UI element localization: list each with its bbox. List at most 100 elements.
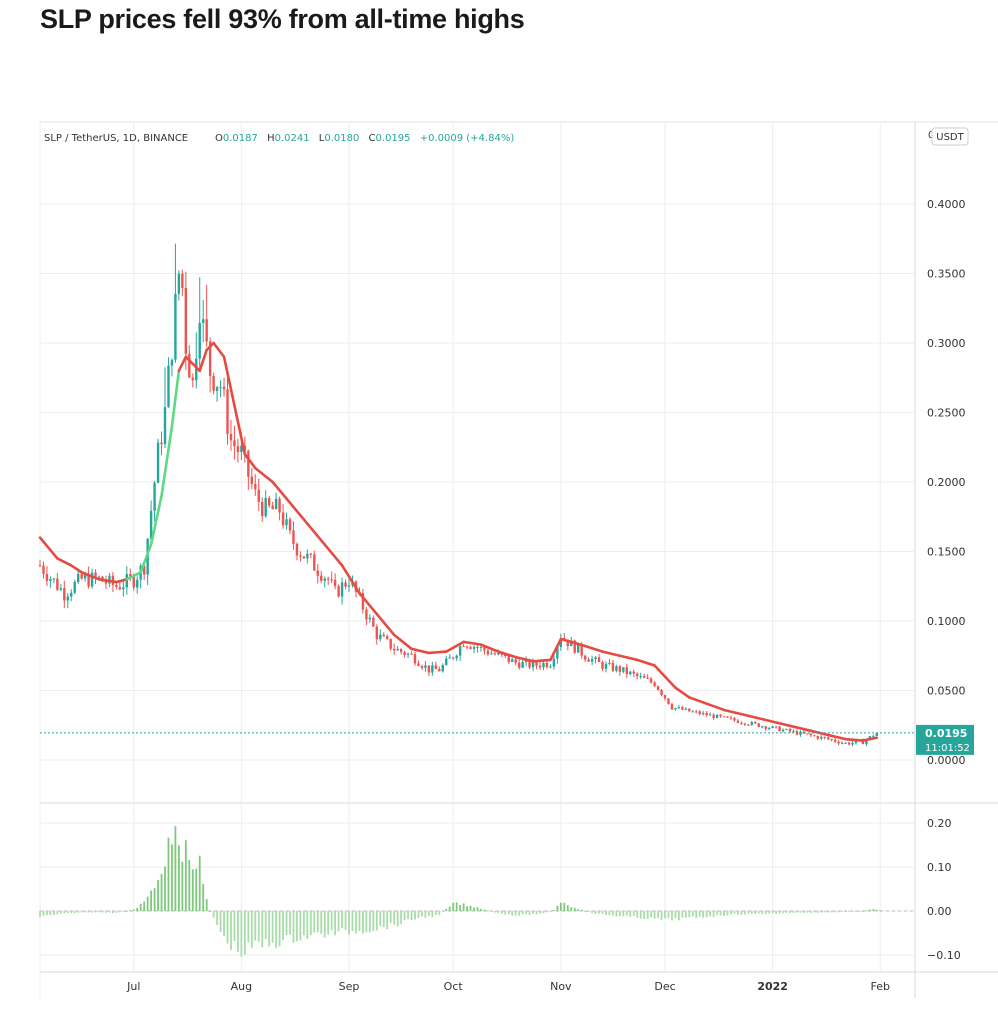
candle-body (632, 671, 635, 674)
moving-average-segment (149, 494, 163, 546)
candle-body (302, 556, 306, 559)
candle-body (733, 718, 736, 721)
candle-body (524, 660, 528, 662)
oscillator-bar (650, 911, 653, 918)
oscillator-bar (368, 911, 371, 933)
candle-body (629, 671, 632, 674)
oscillator-bar (250, 911, 253, 948)
oscillator-bar (226, 911, 229, 944)
oscillator-bar (653, 911, 656, 919)
oscillator-bar (63, 911, 66, 914)
oscillator-bar (737, 911, 739, 915)
close-label: C (369, 133, 376, 144)
candle-body (667, 698, 670, 705)
last-price-value: 0.0195 (925, 727, 967, 740)
candle-body (83, 574, 87, 579)
oscillator-bar (139, 903, 142, 911)
candle-body (587, 659, 590, 662)
oscillator-bar (184, 840, 187, 911)
oscillator-bar (525, 911, 528, 915)
oscillator-bar (632, 911, 635, 916)
low-value: 0.0180 (324, 133, 359, 144)
candle-body (198, 322, 201, 359)
oscillator-bar (580, 909, 583, 911)
y-tick-label: 0.2000 (927, 476, 966, 489)
oscillator-bar (691, 911, 694, 917)
oscillator-bar (466, 906, 468, 911)
oscillator-bar (584, 911, 587, 912)
oscillator-bar (636, 911, 639, 918)
oscillator-bar (539, 911, 541, 914)
oscillator-bar (400, 911, 403, 924)
candle-body (56, 578, 59, 590)
candle-body (445, 658, 448, 665)
oscillator-bar (174, 826, 177, 911)
candle-body (375, 626, 379, 640)
oscillator-bar (195, 868, 198, 911)
oscillator-bar (462, 903, 465, 911)
oscillator-bar (709, 911, 712, 917)
oscillator-bar (716, 911, 718, 915)
candle-body (556, 646, 559, 659)
candle-body (764, 726, 767, 729)
oscillator-bar (757, 911, 760, 914)
candle-body (642, 676, 646, 678)
candle-body (129, 574, 132, 577)
oscillator-bar (84, 911, 87, 913)
candle-body (708, 714, 712, 716)
oscillator-bar (733, 911, 736, 914)
oscillator-bar (747, 911, 750, 914)
oscillator-bar (223, 911, 225, 937)
candle-body (840, 742, 844, 744)
moving-average-segment (559, 637, 573, 644)
oscillator-bar (118, 911, 121, 913)
candle-body (844, 742, 847, 744)
candle-body (215, 387, 219, 391)
candle-body (674, 707, 677, 710)
candle-body (792, 731, 795, 733)
candle-body (70, 592, 73, 597)
candle-body (778, 726, 781, 732)
oscillator-bar (167, 837, 170, 911)
oscillator-bar (549, 911, 552, 912)
x-tick-label: Feb (871, 980, 890, 993)
candle-body (590, 659, 594, 662)
oscillator-bar (240, 911, 243, 957)
moving-average-segment (271, 480, 292, 505)
oscillator-bar (566, 905, 569, 911)
candle-body (511, 659, 514, 662)
oscillator-bar (77, 911, 80, 913)
oscillator-bar (726, 911, 729, 916)
moving-average-segment (160, 425, 174, 498)
candle-body (340, 582, 344, 597)
oscillator-bar (407, 911, 409, 919)
candle-body (820, 736, 823, 739)
oscillator-bar (94, 911, 97, 913)
oscillator-bar (105, 911, 107, 913)
candle-body (115, 584, 118, 588)
candle-body (781, 729, 785, 732)
oscillator-bar (559, 902, 562, 911)
candle-body (754, 722, 757, 724)
moving-average-segment (139, 543, 153, 574)
candle-body (201, 319, 205, 323)
candle-body (559, 638, 563, 647)
candle-body (188, 353, 191, 378)
oscillator-bar (785, 911, 788, 913)
candle-body (646, 677, 649, 679)
currency-button[interactable] (931, 127, 969, 146)
oscillator-bar (271, 911, 274, 943)
candle-body (118, 587, 122, 590)
candle-body (313, 554, 316, 571)
candle-body (594, 657, 597, 660)
moving-average-segment (288, 501, 309, 526)
moving-average-segment (56, 557, 73, 567)
oscillator-bar (153, 888, 156, 911)
candle-body (403, 651, 406, 655)
moving-average-segment (809, 729, 847, 741)
x-tick-label: Nov (550, 980, 572, 993)
oscillator-bar (188, 859, 191, 911)
open-label: O (215, 133, 223, 144)
candle-body (59, 588, 63, 590)
candle-body (212, 376, 215, 391)
